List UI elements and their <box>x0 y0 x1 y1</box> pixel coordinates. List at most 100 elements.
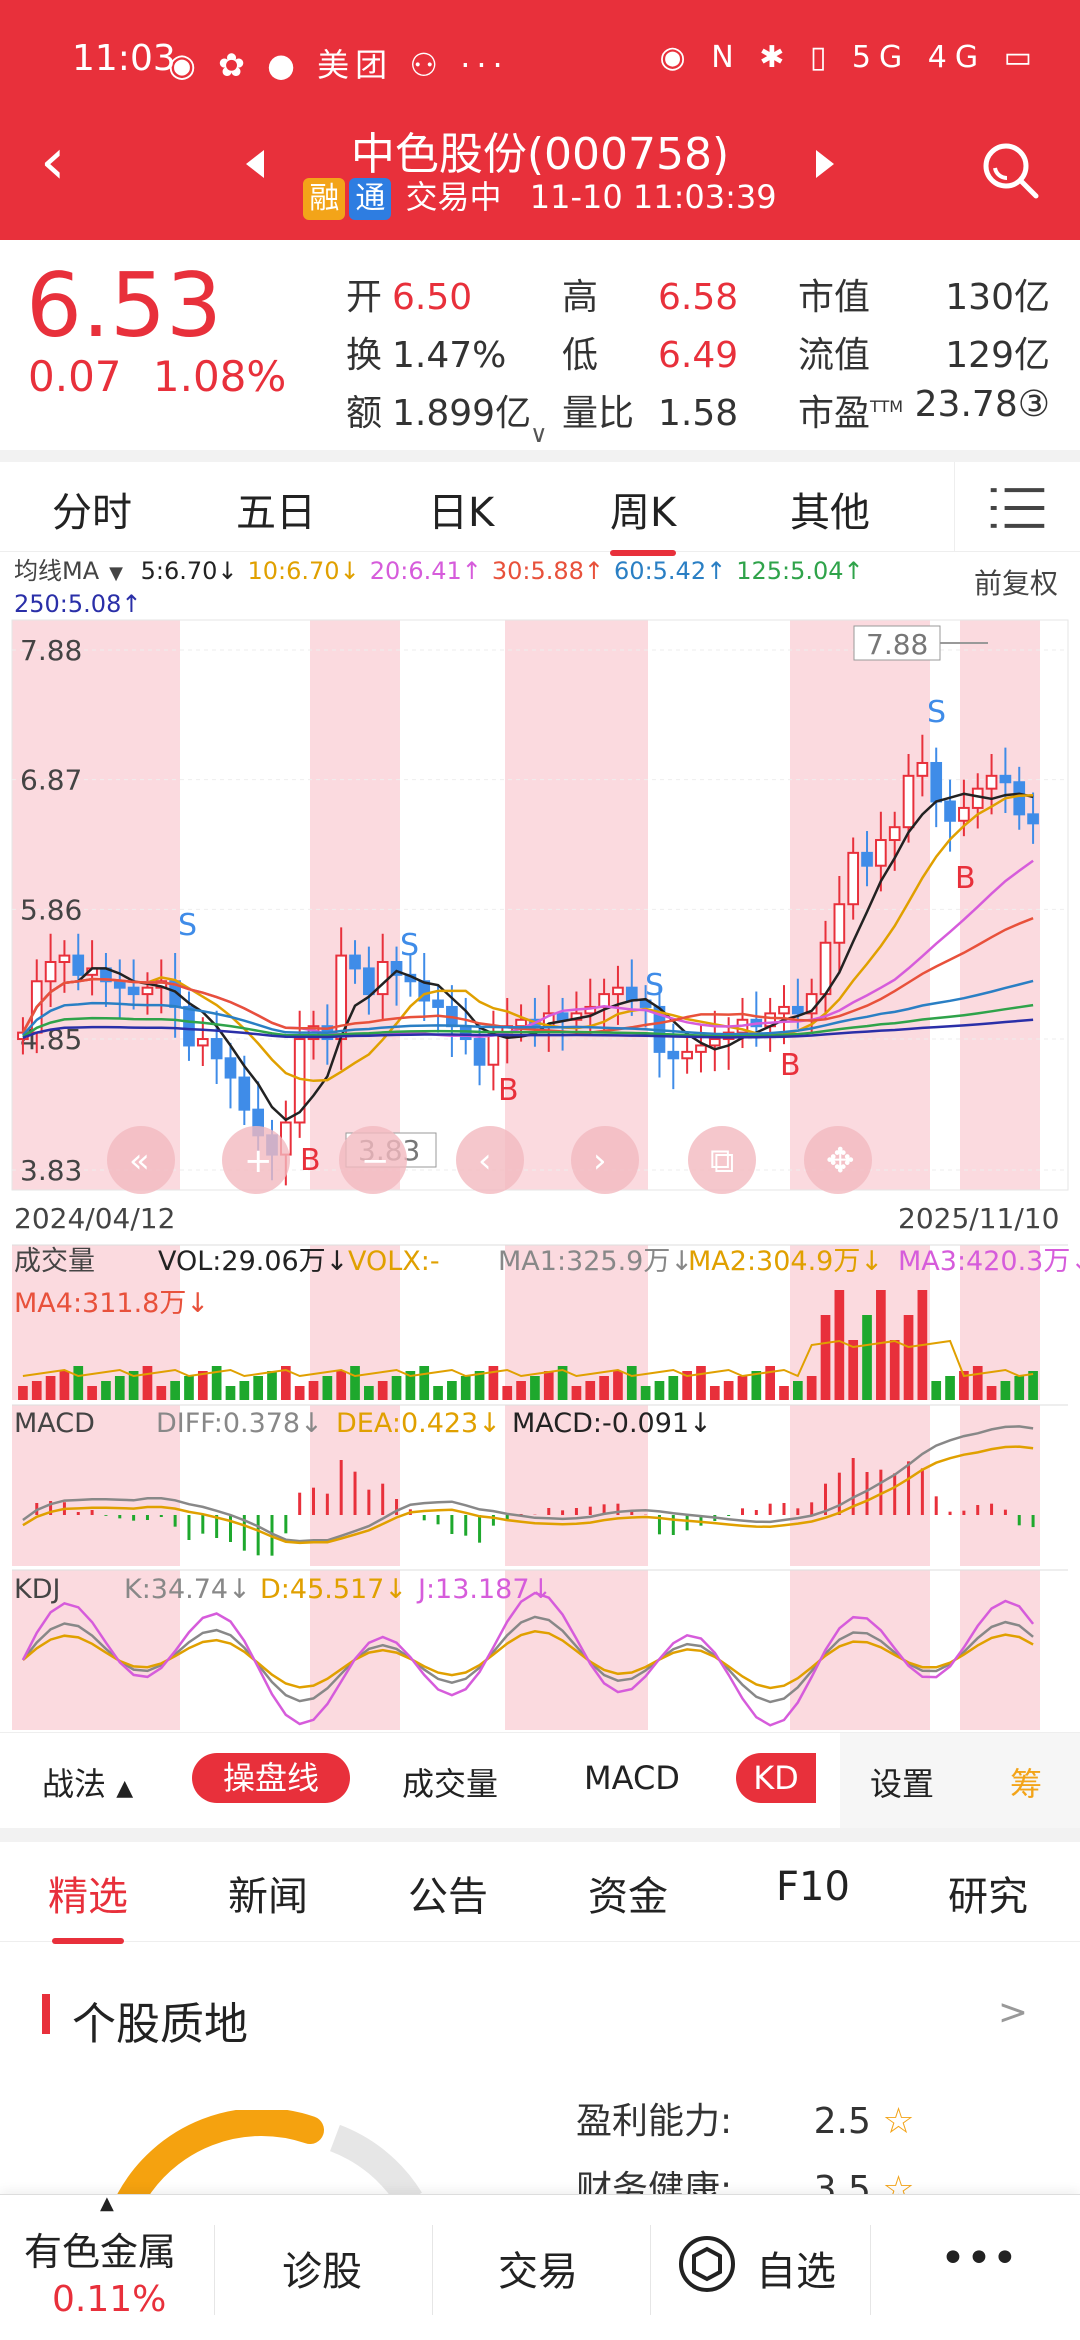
amount-label: 额 <box>346 393 383 434</box>
tab-gonggao[interactable]: 公告 <box>408 1874 488 1920</box>
ma-item: 20:6.41↑ <box>369 557 482 585</box>
kdj-title: KDJ <box>14 1574 60 1605</box>
macd-stat: DIFF:0.378↓ <box>156 1408 323 1439</box>
sell-signal: S <box>400 928 419 963</box>
volume-bar <box>114 1376 125 1400</box>
divider <box>870 2225 871 2315</box>
kline-chart[interactable]: 7.886.875.864.853.83SSSSBBBB7.883.83«+−‹… <box>0 600 1080 1730</box>
candle-body <box>971 787 984 809</box>
shezhi-button[interactable]: 设置 <box>870 1765 935 1803</box>
tab-wuri[interactable]: 五日 <box>236 490 316 536</box>
chart-control-icon: ✥ <box>826 1141 855 1181</box>
tab-rik[interactable]: 日K <box>428 490 495 536</box>
tab-zijin[interactable]: 资金 <box>588 1874 668 1920</box>
candle-body <box>141 986 154 996</box>
candle-body <box>999 774 1012 784</box>
candle-body <box>944 800 956 822</box>
volume-bar <box>1028 1371 1038 1400</box>
candle-body <box>708 1038 721 1047</box>
watchlist-button[interactable]: 自选 <box>756 2249 836 2295</box>
volume-stat: VOLX:- <box>348 1246 440 1277</box>
y-tick-label: 5.86 <box>20 893 82 926</box>
candle-body <box>515 1018 527 1028</box>
candle-body <box>127 986 140 996</box>
chou-button[interactable]: 筹 <box>1010 1765 1043 1803</box>
ma-dropdown-icon[interactable]: ▼ <box>109 563 123 584</box>
diagnose-button[interactable]: 诊股 <box>282 2249 362 2295</box>
chart-control-icon: − <box>361 1141 390 1181</box>
candle-body <box>376 961 389 996</box>
chevron-down-icon[interactable]: ∨ <box>530 420 548 448</box>
candle-body <box>612 986 624 996</box>
quality-gauge <box>116 2110 422 2200</box>
divider <box>0 450 1080 462</box>
chart-control-button <box>222 1126 290 1194</box>
volume-bar <box>142 1366 153 1400</box>
volume-bar <box>239 1381 250 1400</box>
volume-bar <box>101 1381 111 1400</box>
volume-bar <box>959 1371 969 1400</box>
highlight-band <box>960 620 1040 1190</box>
zhanfa-menu[interactable]: 战法 ▲ <box>42 1759 133 1805</box>
section-more-icon[interactable]: > <box>997 1992 1028 2033</box>
max-label-box <box>853 625 941 661</box>
bottom-nav: ▲ 有色金属 0.11% 诊股 交易 自选 ••• <box>0 2193 1080 2340</box>
volume-bar <box>1014 1376 1025 1400</box>
candle-body <box>556 1012 569 1021</box>
volume-bar <box>876 1290 886 1400</box>
fuquan-button[interactable]: 前复权 <box>973 567 1058 600</box>
tab-zhouk[interactable]: 周K <box>610 480 677 556</box>
change-value: 0.07 <box>28 352 122 401</box>
candle-body <box>847 851 860 906</box>
tab-yanjiu[interactable]: 研究 <box>948 1874 1028 1920</box>
macd-title: MACD <box>14 1408 95 1439</box>
settings-list-icon[interactable] <box>954 462 1080 552</box>
prev-stock-icon[interactable] <box>246 150 264 178</box>
caopanxian-pill[interactable]: 操盘线 <box>192 1753 350 1803</box>
tab-f10[interactable]: F10 <box>776 1864 850 1910</box>
highlight-band <box>960 1405 1040 1566</box>
next-stock-icon[interactable] <box>816 150 834 178</box>
highlight-band <box>12 1570 180 1730</box>
ma-line <box>22 1018 1034 1039</box>
highlight-band <box>505 1405 648 1566</box>
tab-xinwen[interactable]: 新闻 <box>228 1874 308 1920</box>
volume-bar <box>585 1381 596 1400</box>
chart-toolbar: 战法 ▲ 操盘线 成交量 MACD KD 设置 筹 <box>0 1732 1080 1829</box>
low-value: 6.49 <box>658 335 739 376</box>
more-icon[interactable]: ••• <box>940 2233 1018 2284</box>
status-time: 11:03 <box>72 38 176 79</box>
section-accent <box>42 1994 50 2034</box>
candle-body <box>819 941 832 996</box>
ma-legend-title[interactable]: 均线MA <box>14 557 100 585</box>
volume-bar <box>474 1371 485 1400</box>
highlight-band <box>960 1570 1040 1730</box>
volume-stat: MA2:304.9万↓ <box>688 1246 883 1277</box>
chart-control-button <box>571 1126 639 1194</box>
sector-name[interactable]: 有色金属 <box>24 2230 177 2274</box>
volume-bar <box>377 1381 388 1400</box>
mcap-label: 市值 <box>798 277 871 318</box>
macd-tab[interactable]: MACD <box>584 1759 680 1797</box>
volume-bar <box>253 1376 264 1400</box>
kd-pill[interactable]: KD <box>736 1753 816 1803</box>
highlight-band <box>790 1570 930 1730</box>
volume-bar <box>31 1381 42 1400</box>
tab-qita[interactable]: 其他 <box>790 490 870 536</box>
chengjiaoliang-tab[interactable]: 成交量 <box>402 1765 499 1803</box>
candle-body <box>44 961 57 983</box>
volume-bar <box>308 1381 319 1400</box>
volume-bar <box>391 1376 402 1400</box>
quote-datetime: 11-10 11:03:39 <box>529 178 777 216</box>
tab-jingxuan[interactable]: 精选 <box>48 1864 128 1944</box>
tab-fenshi[interactable]: 分时 <box>52 490 132 536</box>
search-icon[interactable] <box>980 140 1040 200</box>
vratio-value: 1.58 <box>658 393 739 434</box>
trade-button[interactable]: 交易 <box>498 2249 578 2295</box>
volume-title: 成交量 <box>14 1246 95 1277</box>
back-icon[interactable]: ‹ <box>40 125 66 199</box>
ma-line <box>21 979 1034 1037</box>
ma-item: 5:6.70↓ <box>140 557 238 585</box>
candle-body <box>210 1038 223 1060</box>
chart-control-button <box>339 1126 407 1194</box>
